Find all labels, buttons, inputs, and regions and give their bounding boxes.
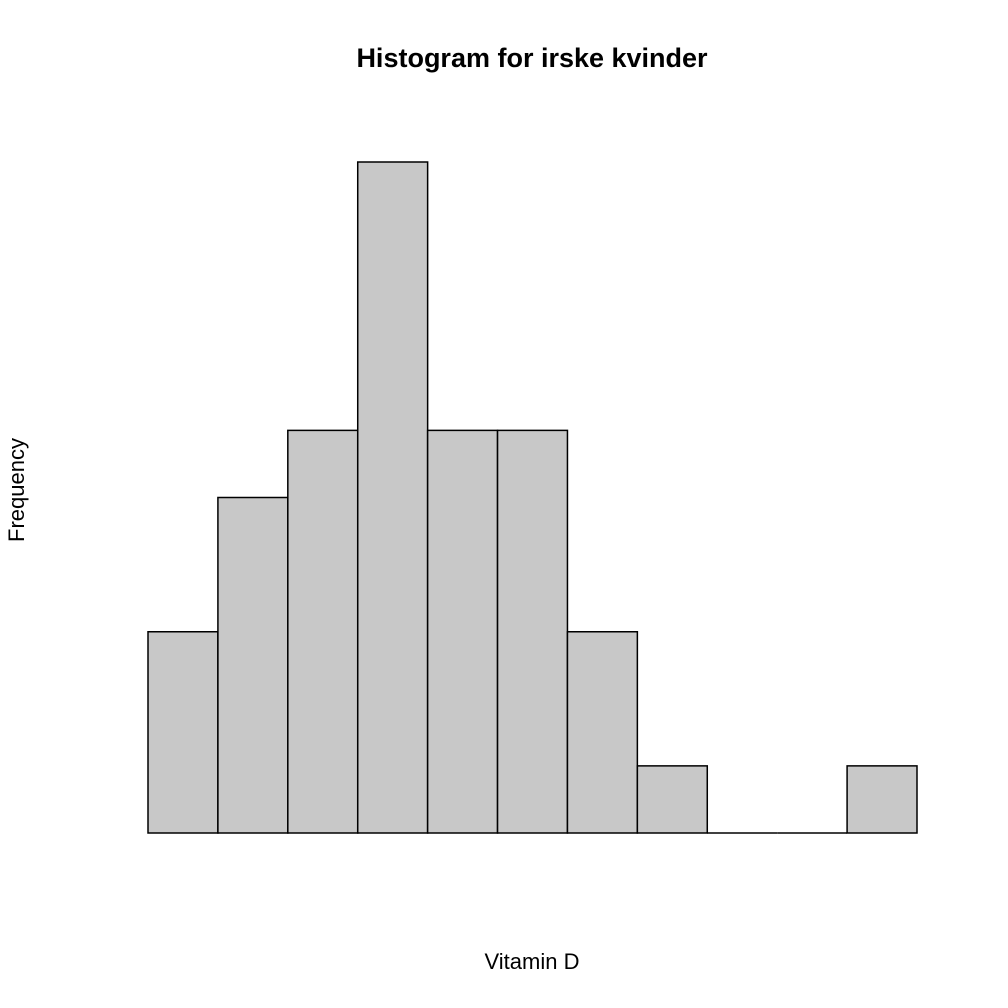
bar (496, 429, 569, 834)
y-axis-label: Frequency (4, 438, 29, 542)
bar (217, 496, 289, 834)
bar (426, 429, 499, 834)
chart-title: Histogram for irske kvinder (356, 43, 708, 73)
bar (356, 161, 429, 834)
bar (846, 765, 918, 834)
bar (636, 765, 709, 834)
bar (287, 429, 359, 834)
bar (147, 630, 219, 834)
bar (566, 630, 639, 834)
x-axis-label: Vitamin D (485, 949, 580, 974)
